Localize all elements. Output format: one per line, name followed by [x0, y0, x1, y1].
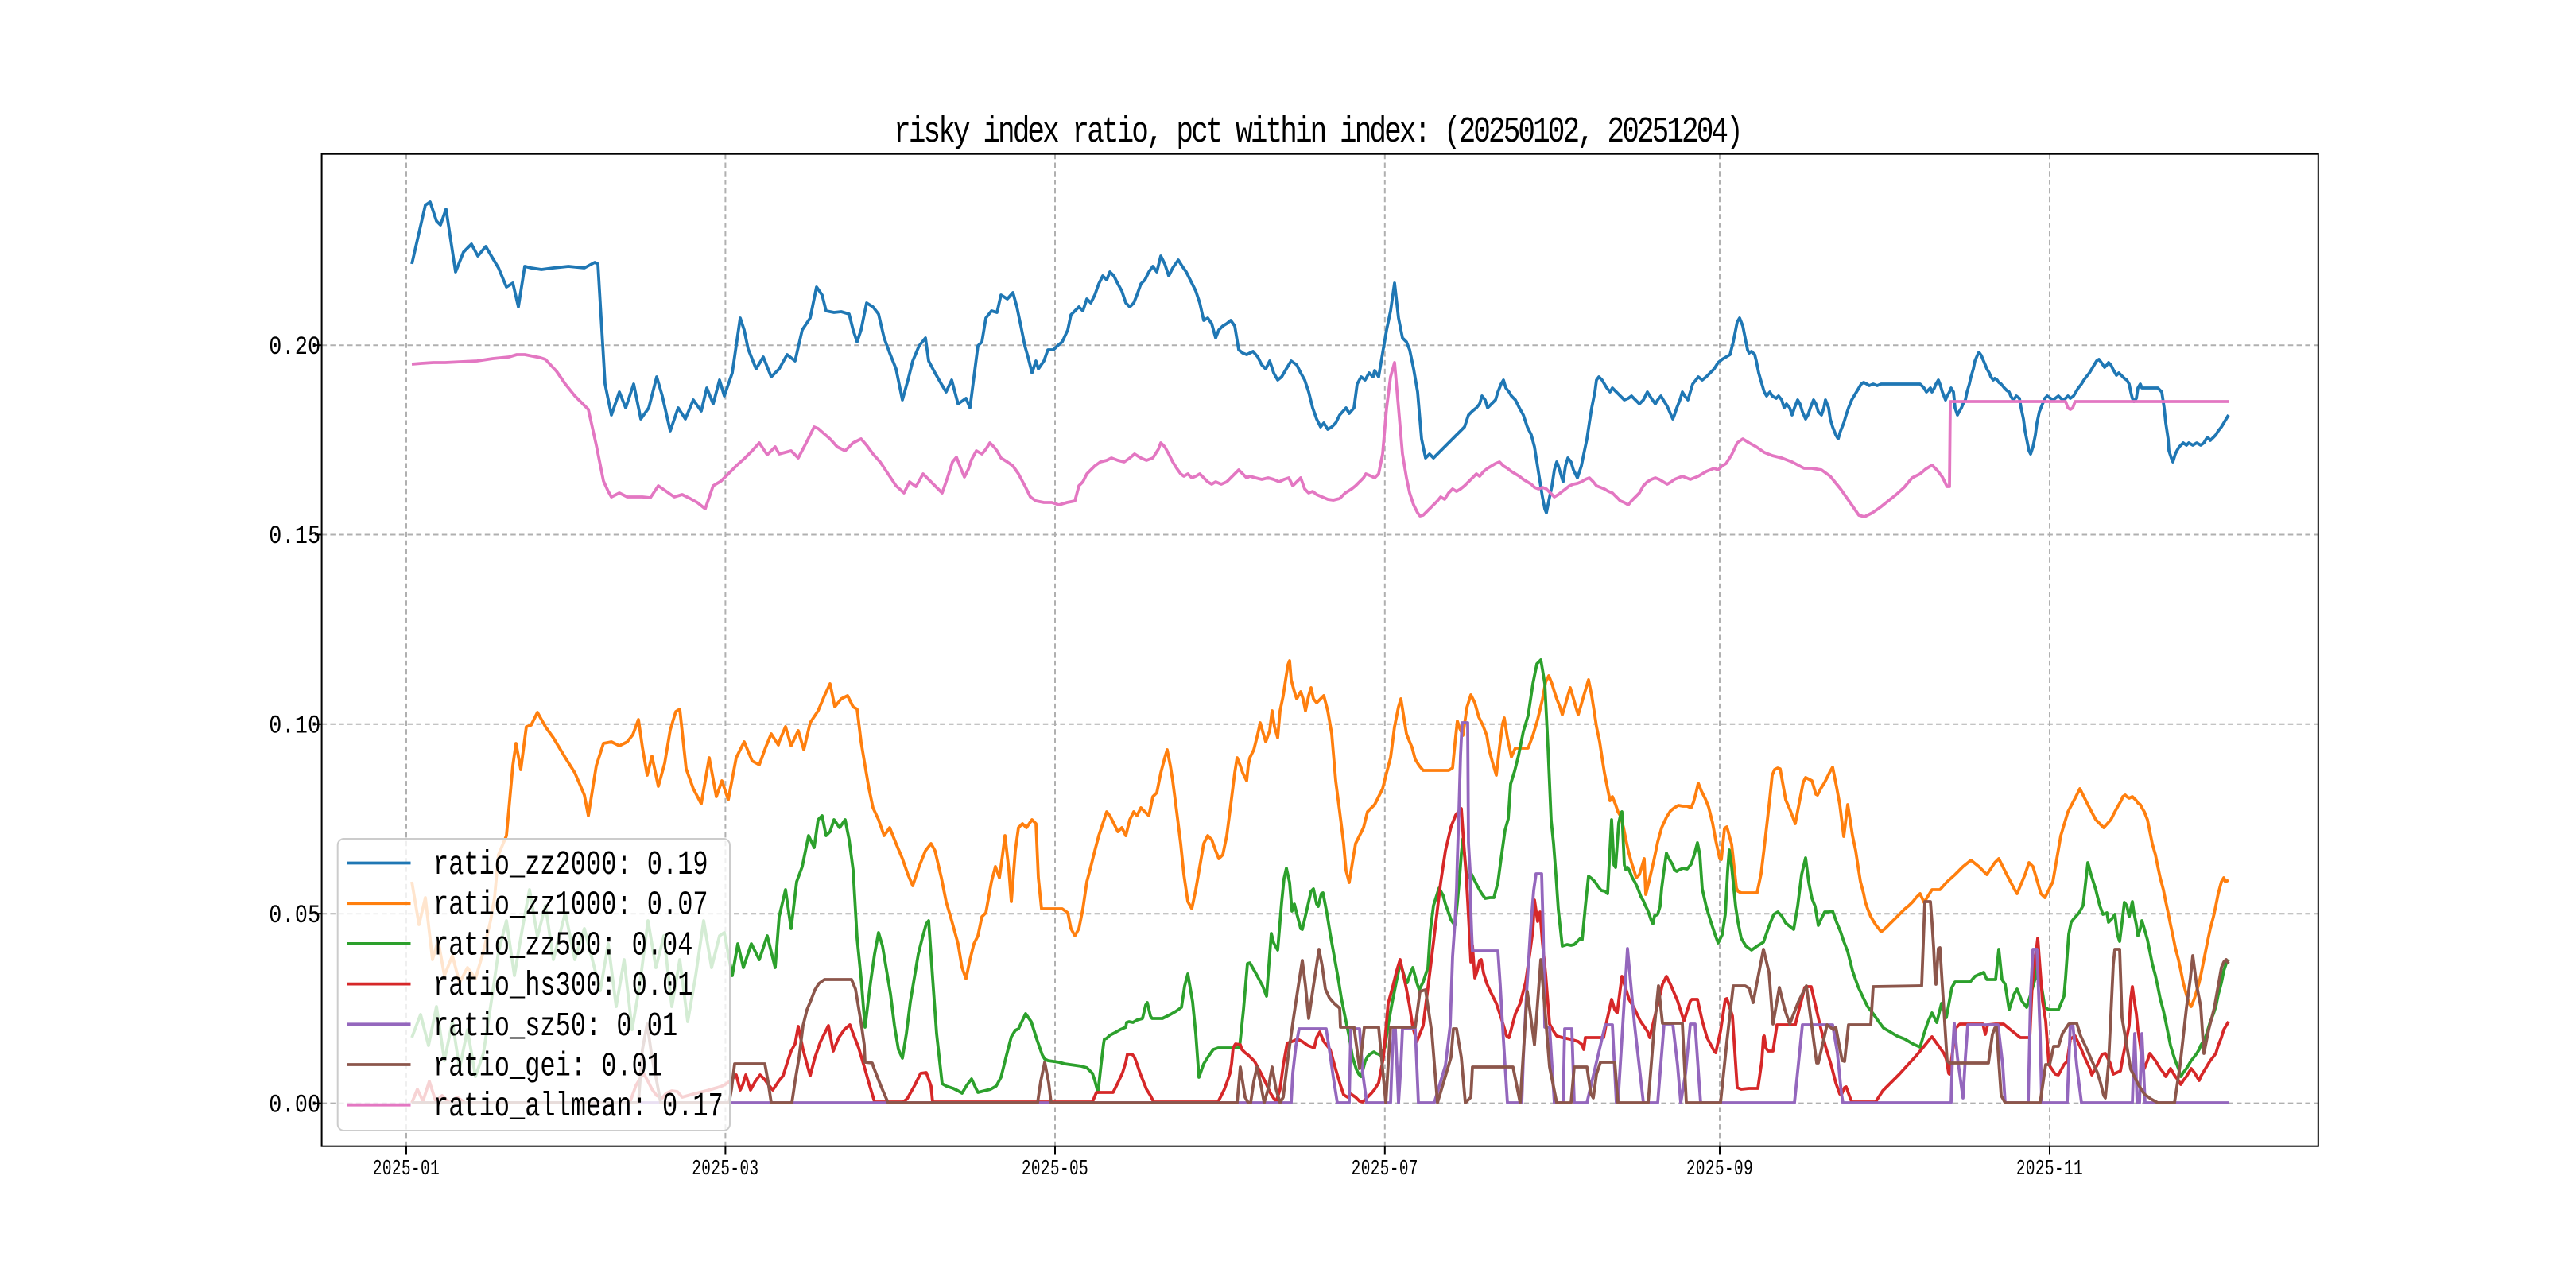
- svg-text:2025-11: 2025-11: [2016, 1157, 2083, 1181]
- svg-text:2025-07: 2025-07: [1352, 1157, 1418, 1181]
- svg-text:2025-05: 2025-05: [1022, 1157, 1088, 1181]
- svg-text:2025-01: 2025-01: [373, 1157, 440, 1181]
- svg-text:ratio_hs300: 0.01: ratio_hs300: 0.01: [433, 968, 692, 1006]
- svg-text:risky index ratio, pct within: risky index ratio, pct within index: (20…: [894, 113, 1741, 153]
- svg-text:ratio_allmean: 0.17: ratio_allmean: 0.17: [433, 1088, 724, 1127]
- svg-text:ratio_sz50: 0.01: ratio_sz50: 0.01: [433, 1008, 677, 1046]
- svg-text:2025-03: 2025-03: [692, 1157, 758, 1181]
- svg-text:ratio_zz2000: 0.19: ratio_zz2000: 0.19: [433, 847, 708, 885]
- svg-text:0.15: 0.15: [269, 522, 320, 551]
- svg-text:0.10: 0.10: [269, 711, 320, 740]
- svg-text:0.05: 0.05: [269, 900, 320, 929]
- svg-text:2025-09: 2025-09: [1686, 1157, 1753, 1181]
- svg-text:ratio_zz500: 0.04: ratio_zz500: 0.04: [433, 927, 692, 965]
- svg-text:ratio_zz1000: 0.07: ratio_zz1000: 0.07: [433, 887, 708, 925]
- svg-text:0.00: 0.00: [269, 1090, 320, 1119]
- svg-text:ratio_gei: 0.01: ratio_gei: 0.01: [433, 1048, 662, 1086]
- svg-text:0.20: 0.20: [269, 332, 320, 361]
